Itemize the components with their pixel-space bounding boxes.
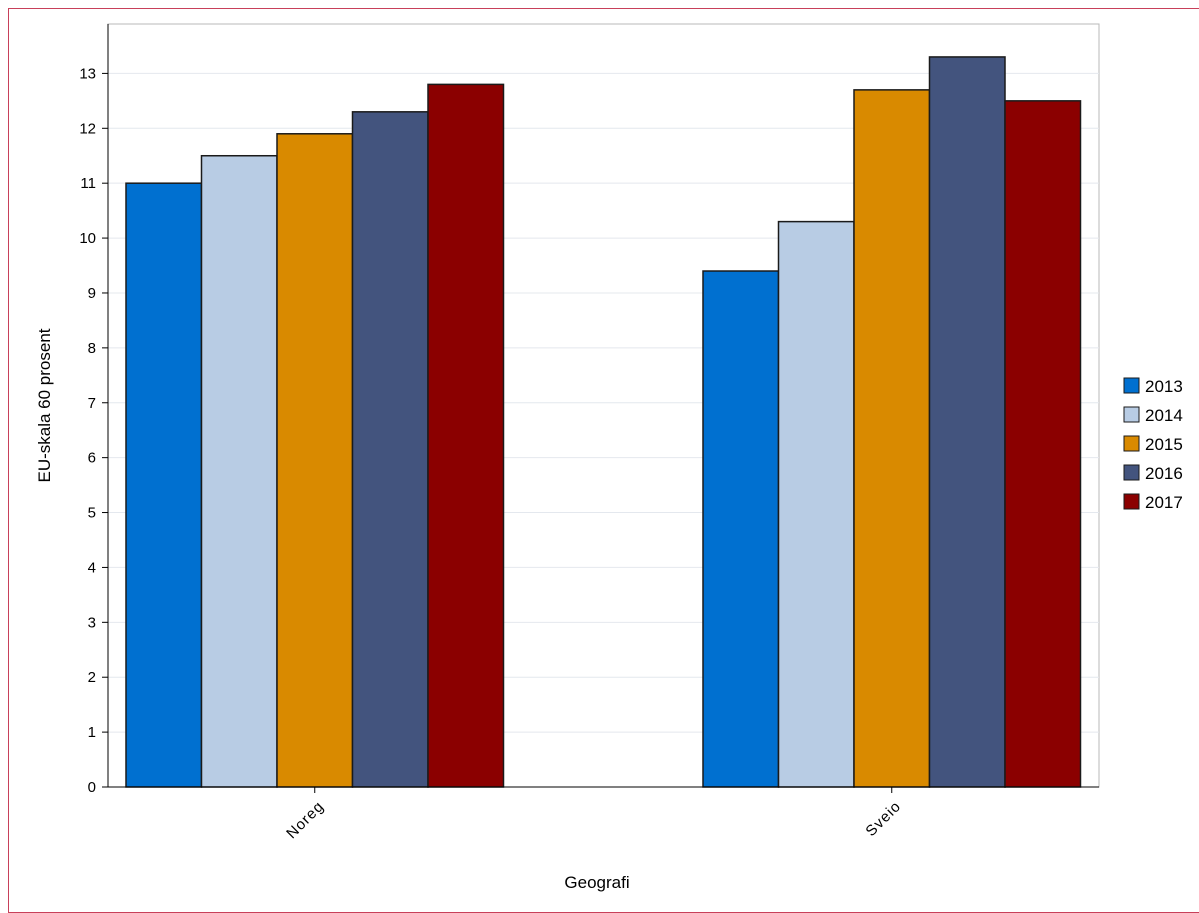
y-tick-label: 7 <box>88 395 96 412</box>
bar-sveio-2015 <box>853 89 931 788</box>
bar-sveio-2016 <box>928 56 1006 788</box>
x-tick-label: Sveio <box>862 798 904 840</box>
y-tick-label: 2 <box>88 669 96 686</box>
bar-noreg-2015 <box>276 133 354 788</box>
y-tick-label: 4 <box>88 559 96 576</box>
bars <box>125 56 1082 788</box>
bar-noreg-2013 <box>125 182 203 788</box>
y-tick-label: 3 <box>88 614 96 631</box>
legend-label-2017: 2017 <box>1145 493 1183 512</box>
legend: 2013 2014 2015 2016 2017 <box>1123 377 1183 512</box>
legend-swatch-2017 <box>1123 493 1140 510</box>
bar-sveio-2017 <box>1004 100 1082 788</box>
y-axis-title: EU-skala 60 prosent <box>35 328 54 482</box>
bar-noreg-2016 <box>351 111 429 788</box>
legend-label-2014: 2014 <box>1145 406 1183 425</box>
y-tick-label: 10 <box>79 230 96 247</box>
legend-swatch-2015 <box>1123 435 1140 452</box>
x-axis-ticks: Noreg Sveio <box>283 787 905 842</box>
legend-swatch-2014 <box>1123 406 1140 423</box>
y-tick-label: 5 <box>88 505 96 522</box>
x-axis-title: Geografi <box>564 873 629 892</box>
y-tick-label: 9 <box>88 285 96 302</box>
y-tick-label: 13 <box>79 65 96 82</box>
y-tick-label: 8 <box>88 340 96 357</box>
y-tick-label: 11 <box>80 175 96 192</box>
legend-swatch-2013 <box>1123 377 1140 394</box>
y-tick-label: 1 <box>88 724 96 741</box>
bar-noreg-2017 <box>427 83 505 788</box>
bar-sveio-2014 <box>777 220 855 788</box>
y-tick-label: 0 <box>88 779 96 796</box>
y-tick-label: 12 <box>79 120 96 137</box>
legend-label-2013: 2013 <box>1145 377 1183 396</box>
legend-label-2016: 2016 <box>1145 464 1183 483</box>
legend-label-2015: 2015 <box>1145 435 1183 454</box>
x-tick-label: Noreg <box>283 798 327 842</box>
bar-sveio-2013 <box>702 270 780 788</box>
legend-swatch-2016 <box>1123 464 1140 481</box>
y-tick-label: 6 <box>88 450 96 467</box>
bar-noreg-2014 <box>200 154 278 788</box>
